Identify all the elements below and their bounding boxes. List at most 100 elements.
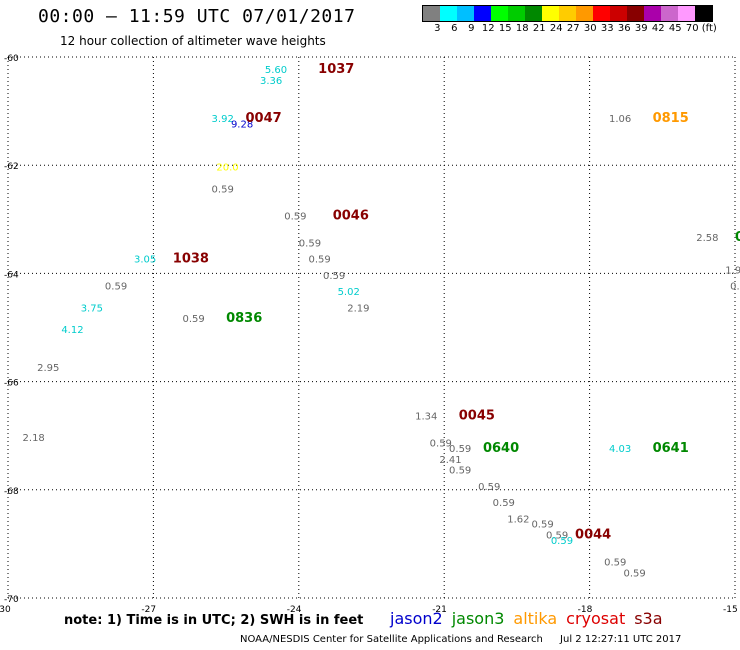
page-title: 00:00 – 11:59 UTC 07/01/2017	[38, 6, 356, 27]
swh-label: 0.59	[430, 439, 452, 450]
page-subtitle: 12 hour collection of altimeter wave hei…	[60, 34, 326, 48]
note-text: note: 1) Time is in UTC; 2) SWH is in fe…	[64, 613, 364, 628]
swh-label: 0.59	[299, 238, 321, 249]
lat-tick-label: -70	[4, 595, 19, 605]
swh-label: 2.95	[37, 363, 59, 374]
legend-label: 39	[634, 23, 648, 34]
lat-tick-label: -66	[4, 379, 19, 389]
swh-label: 0.59	[531, 520, 553, 531]
pass-time-label: 0045	[459, 408, 495, 423]
swh-label: 3.36	[260, 76, 282, 87]
swh-label: 3.75	[81, 303, 103, 314]
legend-label: 3	[434, 23, 441, 34]
swh-label: 1.06	[609, 114, 631, 125]
swh-label: 0.59	[551, 536, 573, 547]
swh-label: 5.02	[338, 287, 360, 298]
swh-label: 0.59	[212, 184, 234, 195]
axis-labels: -60 -62 -64 -66 -68 -70-30 -27 -24 -21 -18 -15	[0, 54, 738, 615]
swh-color-legend: 3 6 9 12 15 18 21 24 27 30 33 36 39 42 45 70 (ft)	[422, 5, 717, 37]
mission-jason2: jason2	[390, 609, 443, 628]
swh-label: 4.03	[609, 444, 631, 455]
swh-label: 4.12	[61, 325, 83, 336]
legend-swatch	[610, 6, 627, 21]
swh-label: 20.0	[216, 163, 238, 174]
mission-s3a: s3a	[634, 609, 663, 628]
swh-label: 0.59	[182, 314, 204, 325]
swh-label: 2.41	[439, 455, 461, 466]
swh-label: 0.59	[478, 482, 500, 493]
lat-tick-label: -68	[4, 487, 19, 497]
swh-label: 1.34	[415, 411, 437, 422]
legend-label: 33	[600, 23, 614, 34]
legend-swatch	[593, 6, 610, 21]
mission-altika: altika	[513, 609, 558, 628]
swh-label: 0.59	[323, 271, 345, 282]
credit-text: NOAA/NESDIS Center for Satellite Applica…	[240, 634, 543, 645]
swh-label: 0.59	[493, 498, 515, 509]
lon-tick-label: -21	[432, 605, 447, 615]
legend-label: 15	[498, 23, 512, 34]
swh-label: 0.59	[604, 558, 626, 569]
legend-swatch	[644, 6, 661, 21]
timestamp-text: Jul 2 12:27:11 UTC 2017	[560, 634, 682, 645]
swh-values: 5.603.363.929.28 1.0620.00.590.592.580.59…	[23, 65, 740, 579]
pass-time-label: 0047	[245, 111, 281, 126]
legend-labels: 3 6 9 12 15 18 21 24 27 30 33 36 39 42 45 70 (ft)	[422, 23, 717, 37]
lon-tick-label: -24	[287, 605, 302, 615]
swh-label: 2.58	[696, 233, 718, 244]
lon-tick-label: -18	[578, 605, 593, 615]
legend-swatch	[457, 6, 474, 21]
swh-label: 1.62	[507, 514, 529, 525]
swh-label: 0.59	[624, 568, 646, 579]
legend-label: 12	[481, 23, 495, 34]
pass-time-label: 0641	[653, 441, 689, 456]
legend-swatch	[508, 6, 525, 21]
lat-tick-label: -64	[4, 270, 19, 280]
swh-label: 3.92	[212, 114, 234, 125]
swh-label: 0.59	[546, 530, 568, 541]
swh-label: 1.98	[725, 265, 740, 276]
pass-time-label: 0044	[575, 527, 611, 542]
swh-label: 2.19	[347, 303, 369, 314]
swh-label: 9.28	[231, 119, 253, 130]
pass-time-label: 1038	[173, 252, 209, 267]
lat-tick-label: -62	[4, 162, 19, 172]
footer: NOAA/NESDIS Center for Satellite Applica…	[240, 634, 681, 645]
legend-label: 30	[583, 23, 597, 34]
mission-cryosat: cryosat	[566, 609, 626, 628]
legend-swatch	[491, 6, 508, 21]
pass-time-label: 0640	[483, 441, 519, 456]
swh-label: 0.41	[730, 282, 740, 293]
swh-label: 0.59	[284, 211, 306, 222]
mission-jason3: jason3	[451, 609, 505, 628]
map-grid	[7, 56, 736, 599]
legend-label: 45	[668, 23, 682, 34]
swh-label: 0.59	[449, 444, 471, 455]
legend-label: (ft)	[701, 23, 717, 34]
lon-tick-label: -15	[723, 605, 738, 615]
lon-tick-label: -27	[141, 605, 156, 615]
legend-swatch	[576, 6, 593, 21]
lon-tick-label: -30	[0, 605, 11, 615]
pass-time-label: 04	[735, 230, 740, 245]
legend-label: 27	[566, 23, 580, 34]
legend-label: 24	[549, 23, 563, 34]
legend-swatch	[474, 6, 491, 21]
pass-time-label: 0815	[653, 111, 689, 126]
legend-swatch	[423, 6, 440, 21]
legend-label: 42	[651, 23, 665, 34]
swh-label: 0.59	[308, 255, 330, 266]
swh-label: 5.60	[265, 65, 287, 76]
legend-label: 70	[685, 23, 699, 34]
legend-swatch	[661, 6, 678, 21]
pass-time-label: 0046	[333, 208, 369, 223]
swh-label: 2.18	[23, 433, 45, 444]
legend-swatch	[525, 6, 542, 21]
legend-swatch	[627, 6, 644, 21]
legend-swatch	[695, 6, 712, 21]
legend-swatch	[440, 6, 457, 21]
lat-tick-label: -60	[4, 54, 19, 64]
legend-swatch	[559, 6, 576, 21]
pass-times: 1037 0047 0815 0046 1038 0836 0045 0640 0641 0044…	[173, 62, 740, 542]
